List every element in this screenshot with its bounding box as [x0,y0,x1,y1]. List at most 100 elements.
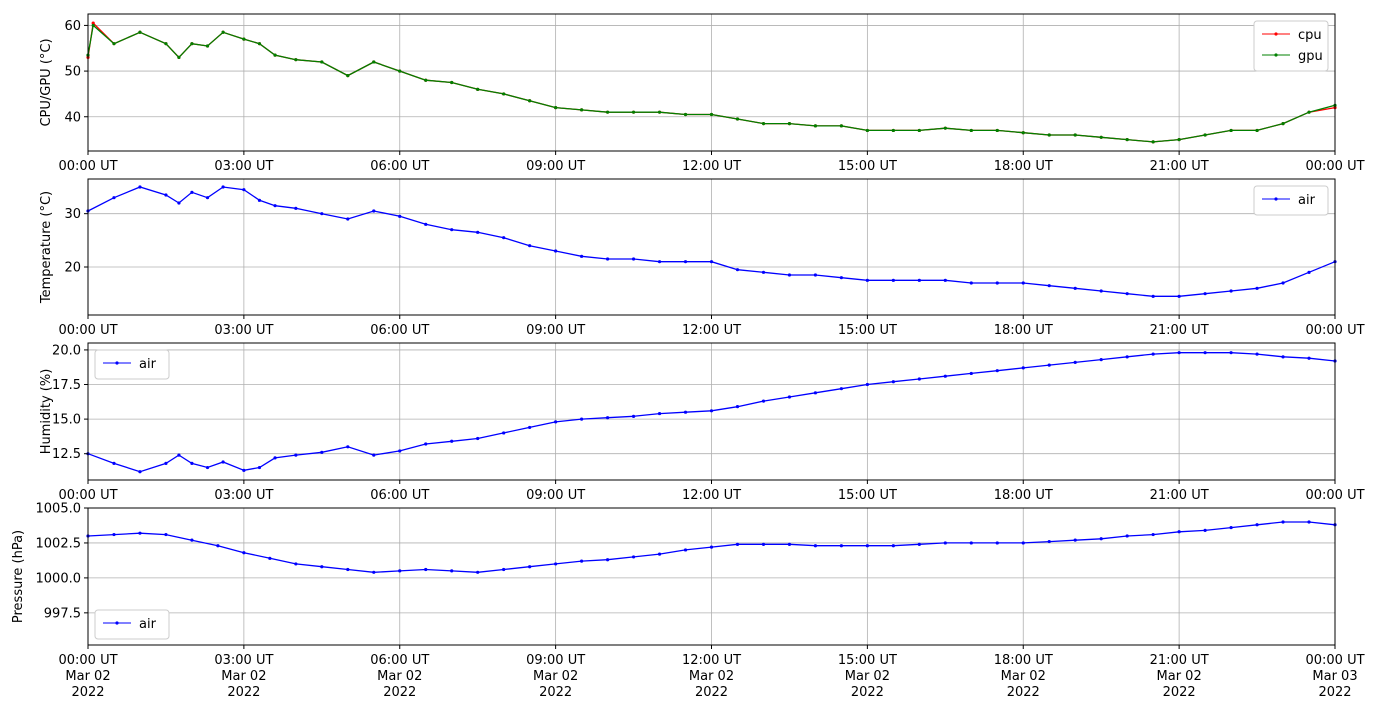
data-point [1281,122,1285,126]
data-point [1021,281,1025,285]
data-point [257,42,262,46]
data-point [346,217,350,221]
x-tick-label: 18:00 UT [994,159,1053,174]
data-point [221,30,225,34]
y-tick-label: 20.0 [52,343,81,358]
data-point [580,254,584,258]
x-tick-label: 03:00 UT [214,323,273,338]
data-point [320,212,324,216]
data-point [1281,281,1285,285]
data-point [242,188,246,192]
data-point [580,559,584,563]
legend: air [1253,185,1329,216]
data-point [813,391,818,395]
data-point [839,276,843,280]
x-tick-date: 2022 [383,685,416,700]
data-point [268,556,272,560]
data-point [580,417,584,421]
data-point [528,244,532,248]
data-point [657,260,662,264]
data-point [631,110,636,114]
y-tick-label: 15.0 [52,413,81,428]
data-point [528,565,532,569]
data-point [1203,528,1207,532]
data-point [138,470,142,474]
data-point [943,541,947,545]
data-point [476,436,480,441]
data-point [205,196,210,200]
data-point [450,439,454,443]
x-tick-label: 12:00 UT [682,653,741,668]
x-tick-label: 00:00 UT [58,488,117,503]
data-point [1073,360,1077,364]
data-point [294,206,298,210]
x-tick-label: 00:00 UT [1305,653,1364,668]
data-point [969,281,973,285]
data-point [995,541,999,545]
legend: air [94,609,170,640]
data-point [1047,363,1051,367]
x-tick-label: 12:00 UT [682,488,741,503]
data-point [205,465,210,470]
x-tick-label: 03:00 UT [214,159,273,174]
data-point [605,110,610,114]
x-tick-label: 21:00 UT [1150,653,1209,668]
legend: air [94,349,170,380]
x-tick-date: 2022 [1007,685,1040,700]
data-point [1047,284,1051,288]
data-point [554,106,558,110]
y-tick-label: 40 [64,110,81,125]
data-point [1125,534,1129,538]
data-point [502,567,506,572]
y-axis-label: Pressure (hPa) [11,530,26,623]
y-tick-label: 12.5 [52,447,81,462]
data-point [813,544,818,548]
x-tick-label: 03:00 UT [214,488,273,503]
legend: cpu gpu [1253,20,1329,72]
legend-label-air: air [139,617,157,632]
x-tick-label: 06:00 UT [370,323,429,338]
data-point [1307,356,1311,360]
data-point [1021,366,1025,370]
x-tick-label: 15:00 UT [838,323,897,338]
data-point [969,371,973,376]
data-point [216,544,220,548]
y-tick-label: 30 [64,207,81,222]
x-tick-label: 00:00 UT [1305,488,1364,503]
data-point [273,204,277,208]
data-point [112,461,116,465]
data-point [1073,286,1077,290]
series-line-air [87,186,1336,297]
data-point [502,92,506,96]
data-point [709,260,714,264]
x-tick-date: Mar 03 [1312,669,1357,684]
data-point [683,410,688,414]
x-tick-label: 21:00 UT [1150,488,1209,503]
data-point [112,532,116,537]
data-point [735,117,740,121]
x-tick-date: Mar 02 [377,669,422,684]
data-point [917,542,921,546]
x-tick-label: 06:00 UT [370,159,429,174]
data-point [1203,292,1207,296]
data-point [320,60,324,64]
data-point [709,545,714,549]
data-point [502,431,506,435]
y-axis-label: Humidity (%) [39,369,54,455]
data-point [346,445,350,449]
data-point [1229,351,1233,355]
data-point [112,42,116,46]
data-point [1229,289,1233,293]
legend-box [94,609,170,640]
data-point [995,369,999,373]
data-point [177,55,181,59]
data-point [1073,133,1077,137]
data-point [372,570,376,574]
x-tick-label: 18:00 UT [994,653,1053,668]
data-point [787,273,792,277]
data-point [294,562,298,566]
legend-box [1253,185,1329,216]
x-tick-label: 00:00 UT [58,653,117,668]
data-point [865,278,869,282]
data-point [177,453,181,457]
